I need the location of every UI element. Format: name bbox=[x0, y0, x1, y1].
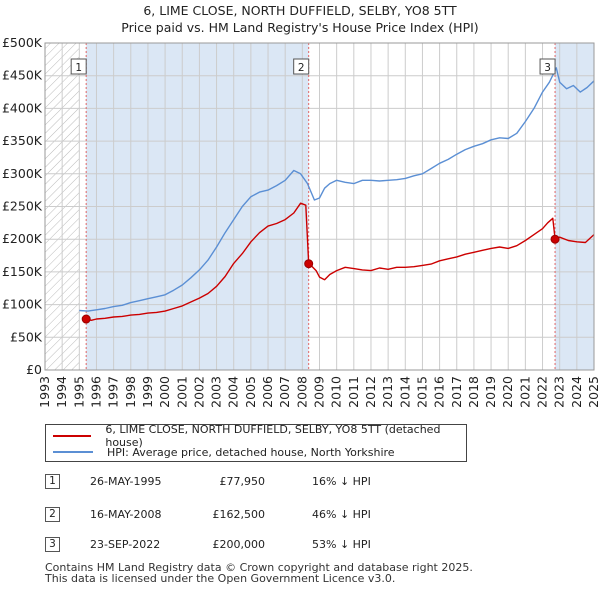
legend: 6, LIME CLOSE, NORTH DUFFIELD, SELBY, YO… bbox=[45, 423, 467, 462]
sale-price: £162,500 bbox=[212, 508, 266, 521]
x-tick-label: 2019 bbox=[483, 376, 498, 408]
table-row: 2 16-MAY-2008 £162,500 46% ↓ HPI bbox=[0, 507, 600, 527]
chart-title: 6, LIME CLOSE, NORTH DUFFIELD, SELBY, YO… bbox=[143, 3, 457, 18]
y-tick-label: £250K bbox=[2, 199, 43, 214]
x-tick-label: 1995 bbox=[71, 376, 86, 408]
property-series-line bbox=[86, 202, 594, 321]
y-tick-label: £500K bbox=[2, 35, 43, 50]
sale-price: £200,000 bbox=[212, 538, 266, 551]
footer: Contains HM Land Registry data © Crown c… bbox=[45, 562, 473, 584]
marker-layer: 1 2 3 bbox=[70, 58, 560, 324]
legend-label-hpi: HPI: Average price, detached house, Nort… bbox=[107, 445, 395, 459]
y-tick-label: £450K bbox=[2, 68, 43, 83]
sale-point bbox=[81, 314, 91, 324]
footer-copyright: Contains HM Land Registry data © Crown c… bbox=[45, 561, 473, 574]
x-tick-label: 2006 bbox=[260, 376, 275, 408]
y-tick-label: £50K bbox=[10, 329, 43, 344]
x-axis: 1993 1994 1995 1996 1997 1998 1999 2000 2001 2002… bbox=[37, 376, 600, 408]
sale-label: 2 bbox=[298, 62, 305, 74]
x-tick-label: 1994 bbox=[54, 376, 69, 408]
x-tick-label: 1997 bbox=[106, 376, 121, 408]
legend-swatch-hpi bbox=[53, 451, 93, 453]
x-tick-label: 2016 bbox=[432, 376, 447, 408]
table-row: 1 26-MAY-1995 £77,950 16% ↓ HPI bbox=[0, 474, 600, 494]
x-tick-label: 2018 bbox=[466, 376, 481, 408]
legend-swatch-property bbox=[53, 435, 92, 437]
x-tick-label: 2023 bbox=[552, 376, 567, 408]
x-tick-label: 2014 bbox=[397, 376, 412, 408]
sale-hpi-diff: 16% ↓ HPI bbox=[312, 475, 371, 488]
x-tick-label: 2005 bbox=[243, 376, 258, 408]
x-tick-label: 2001 bbox=[174, 376, 189, 408]
y-axis: £0 £50K £100K £150K £200K £250K £300K £350K £400… bbox=[2, 35, 43, 377]
y-tick-label: £150K bbox=[2, 264, 43, 279]
sale-date: 26-MAY-1995 bbox=[90, 475, 162, 488]
y-tick-label: £0 bbox=[26, 362, 42, 377]
sale-hpi-diff: 46% ↓ HPI bbox=[312, 508, 371, 521]
legend-item-hpi: HPI: Average price, detached house, Nort… bbox=[46, 444, 395, 460]
price-chart: 6, LIME CLOSE, NORTH DUFFIELD, SELBY, YO… bbox=[2, 3, 600, 408]
sale-label-box bbox=[293, 58, 310, 75]
footer-licence: This data is licensed under the Open Gov… bbox=[45, 572, 396, 585]
y-tick-label: £100K bbox=[2, 297, 43, 312]
x-tick-label: 2025 bbox=[586, 376, 600, 408]
legend-item-property: 6, LIME CLOSE, NORTH DUFFIELD, SELBY, YO… bbox=[46, 423, 466, 449]
sale-label-box bbox=[539, 58, 556, 75]
x-tick-label: 2017 bbox=[449, 376, 464, 408]
plot-frame bbox=[44, 42, 595, 371]
sale-label: 1 bbox=[75, 62, 82, 74]
x-tick-label: 2013 bbox=[380, 376, 395, 408]
x-tick-label: 2002 bbox=[191, 376, 206, 408]
y-tick-label: £200K bbox=[2, 231, 43, 246]
y-tick-label: £400K bbox=[2, 100, 43, 115]
sale-price: £77,950 bbox=[219, 475, 266, 488]
x-tick-label: 2009 bbox=[312, 376, 327, 408]
x-tick-label: 1993 bbox=[37, 376, 52, 408]
sale-label: 3 bbox=[544, 62, 551, 74]
x-tick-label: 2015 bbox=[414, 376, 429, 408]
x-tick-label: 2020 bbox=[500, 376, 515, 408]
sale-date: 16-MAY-2008 bbox=[90, 508, 162, 521]
y-tick-label: £300K bbox=[2, 166, 43, 181]
x-tick-label: 2012 bbox=[363, 376, 378, 408]
x-tick-label: 2011 bbox=[346, 376, 361, 408]
sale-number: 3 bbox=[45, 537, 60, 552]
x-tick-label: 2022 bbox=[535, 376, 550, 408]
x-tick-label: 2007 bbox=[277, 376, 292, 408]
grid-layer bbox=[44, 42, 595, 371]
sale-hpi-diff: 53% ↓ HPI bbox=[312, 538, 371, 551]
legend-label-property: 6, LIME CLOSE, NORTH DUFFIELD, SELBY, YO… bbox=[105, 423, 441, 449]
x-tick-label: 2008 bbox=[294, 376, 309, 408]
table-row: 3 23-SEP-2022 £200,000 53% ↓ HPI bbox=[0, 537, 600, 557]
x-tick-label: 1999 bbox=[140, 376, 155, 408]
x-tick-label: 2003 bbox=[209, 376, 224, 408]
hpi-series-line bbox=[79, 67, 594, 312]
x-tick-label: 2021 bbox=[517, 376, 532, 408]
x-tick-label: 2010 bbox=[329, 376, 344, 408]
x-tick-label: 2004 bbox=[226, 376, 241, 408]
sale-point bbox=[304, 259, 314, 269]
sale-date: 23-SEP-2022 bbox=[90, 538, 161, 551]
chart-subtitle: Price paid vs. HM Land Registry's House … bbox=[121, 20, 478, 35]
sale-label-box bbox=[70, 58, 87, 75]
sale-point bbox=[550, 234, 560, 244]
x-tick-label: 1996 bbox=[88, 376, 103, 408]
sale-number: 1 bbox=[45, 474, 60, 489]
series-layer bbox=[79, 67, 594, 321]
x-tick-label: 2000 bbox=[157, 376, 172, 408]
sale-number: 2 bbox=[45, 507, 60, 522]
x-tick-label: 2024 bbox=[569, 376, 584, 408]
y-tick-label: £350K bbox=[2, 133, 43, 148]
x-tick-label: 1998 bbox=[123, 376, 138, 408]
